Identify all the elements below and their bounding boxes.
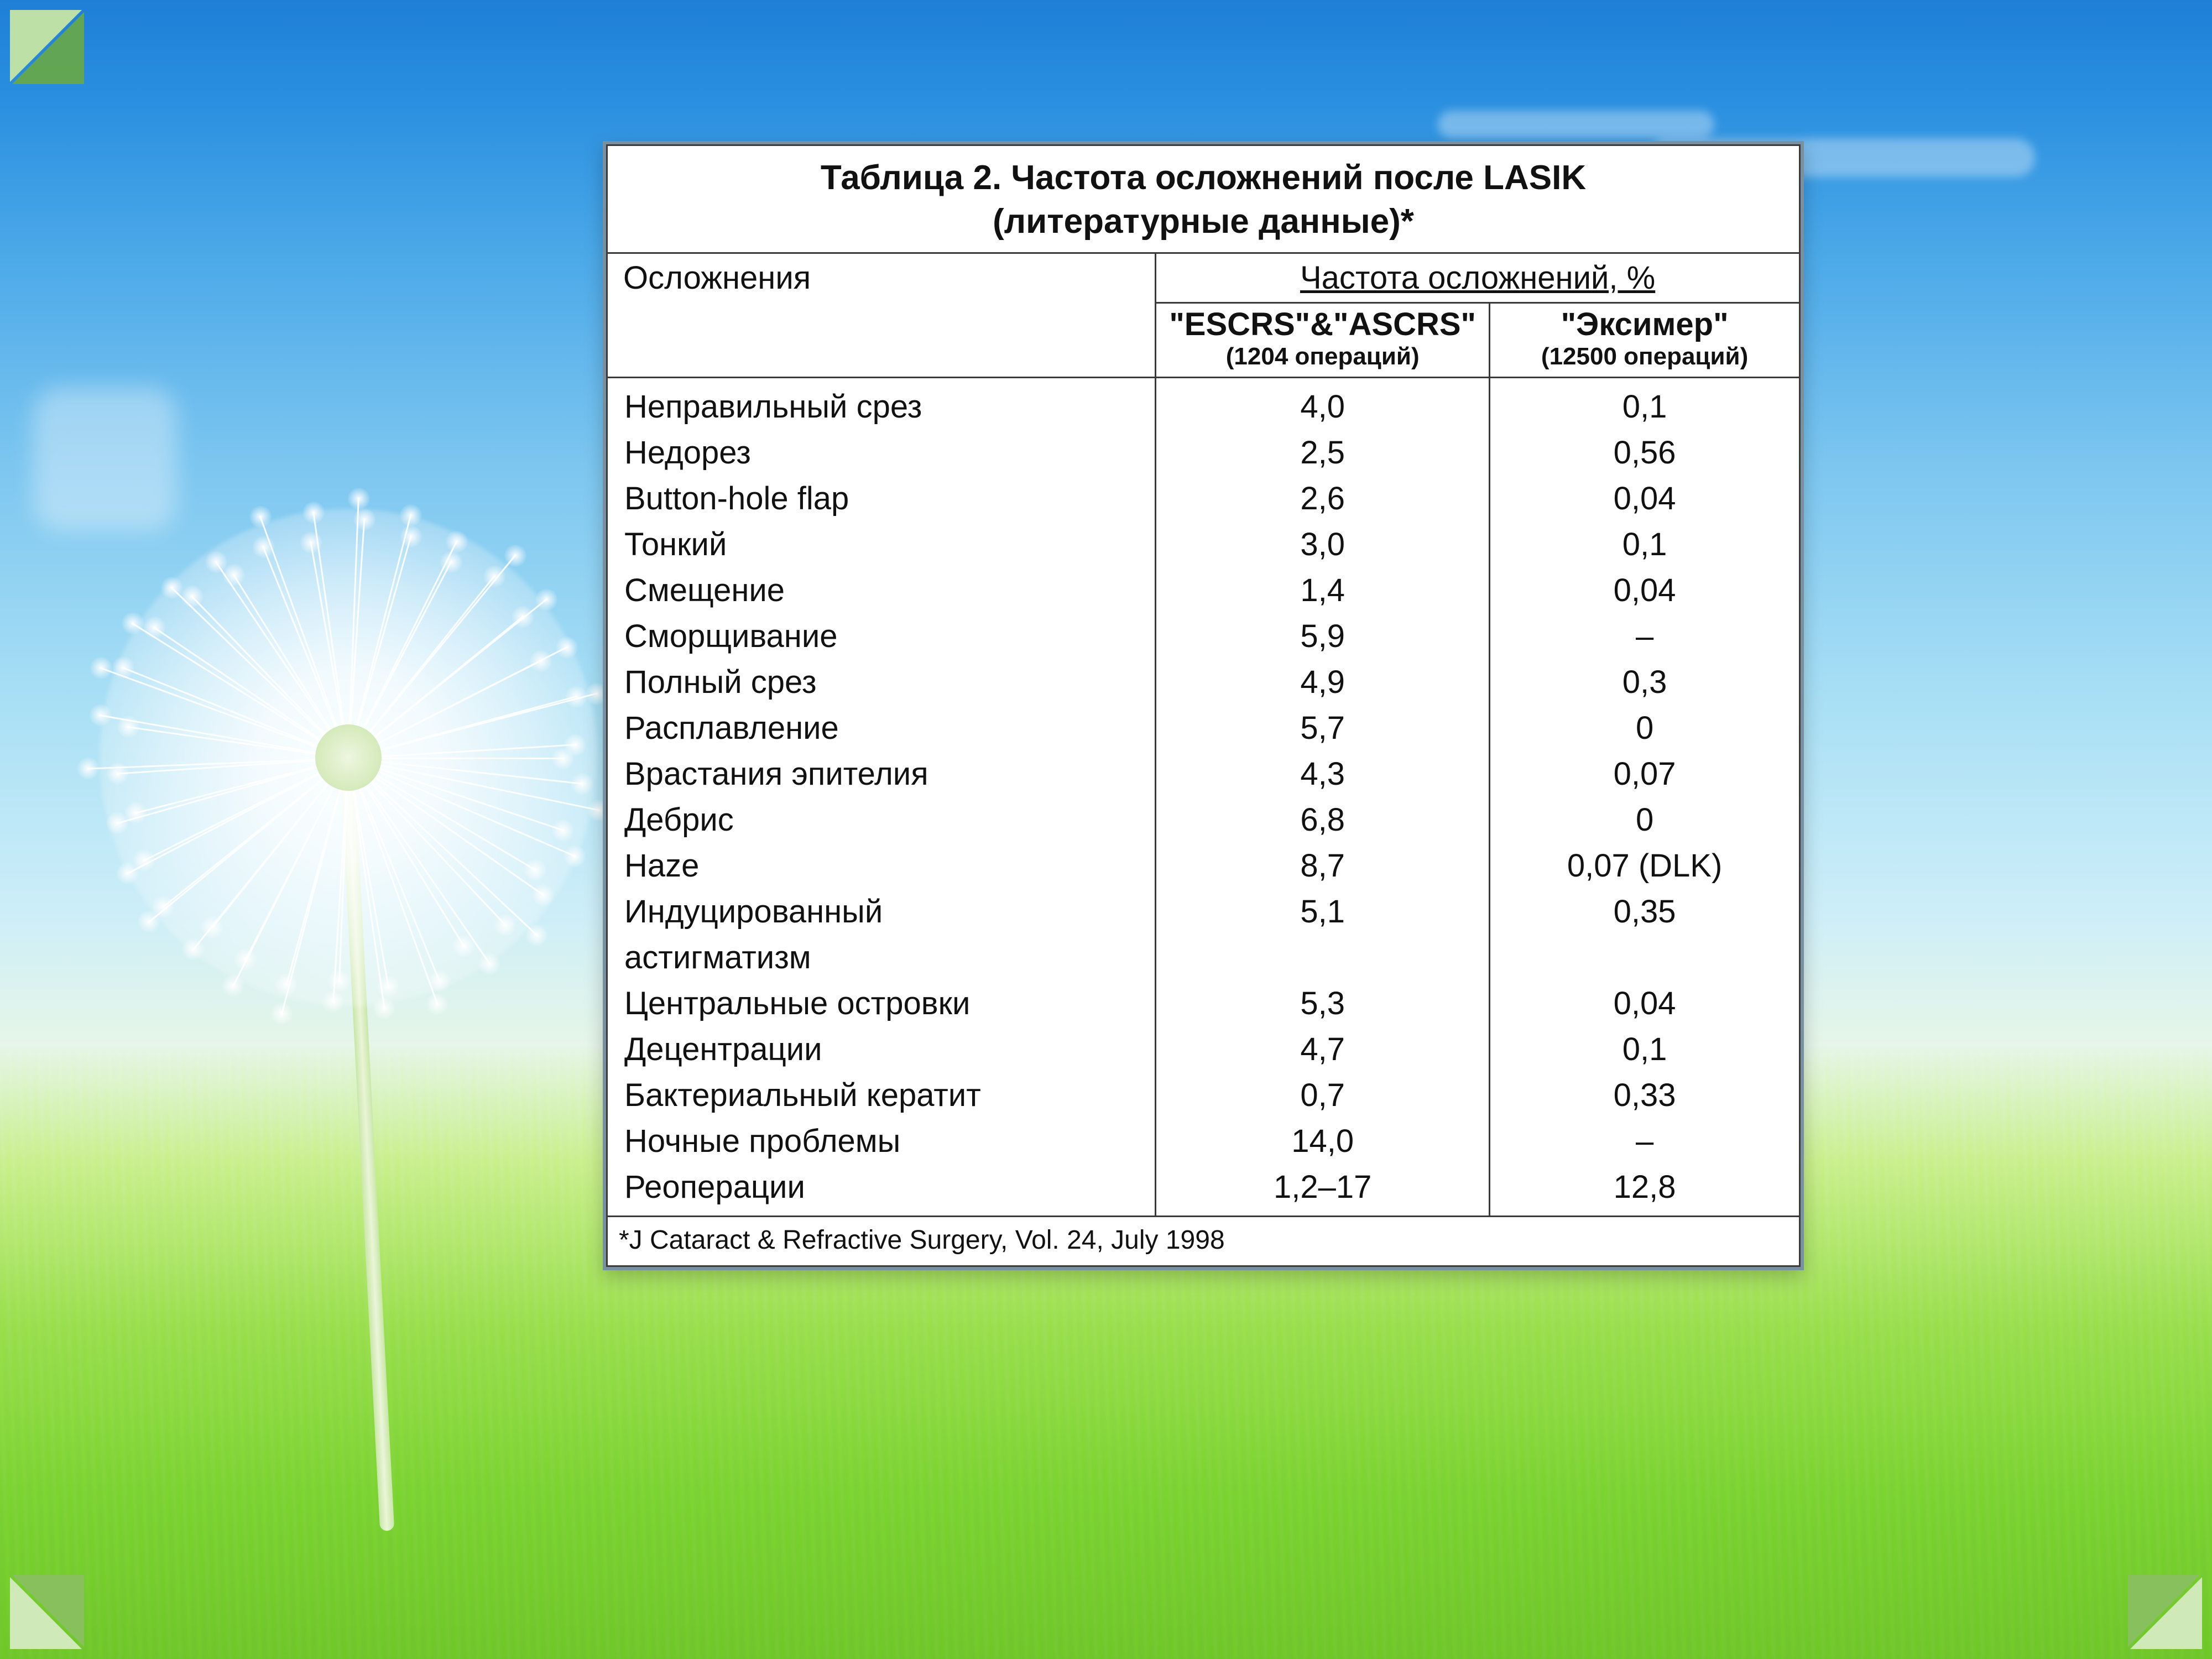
- slide: Таблица 2. Частота осложнений после LASI…: [0, 0, 2212, 1659]
- table-row: Расплавление5,70: [607, 705, 1800, 751]
- column-header-eximer-note: (12500 операций): [1496, 343, 1793, 370]
- table-row: Сморщивание5,9–: [607, 613, 1800, 659]
- complication-label: Дебрис: [607, 797, 1156, 843]
- value-eximer: 0,07 (DLK): [1490, 843, 1800, 889]
- column-header-complications: Осложнения: [607, 253, 1156, 378]
- value-eximer: 0: [1490, 705, 1800, 751]
- value-eximer: 0,1: [1490, 378, 1800, 430]
- complication-label: Расплавление: [607, 705, 1156, 751]
- column-header-frequency: Частота осложнений, %: [1156, 253, 1800, 303]
- complication-label: Центральные островки: [607, 980, 1156, 1026]
- complication-label: Реоперации: [607, 1164, 1156, 1217]
- value-eximer: 0,3: [1490, 659, 1800, 705]
- column-header-eximer: "Эксимер" (12500 операций): [1490, 303, 1800, 378]
- dandelion-graphic: [44, 453, 653, 1062]
- complication-label: Haze: [607, 843, 1156, 889]
- value-eximer: 0,04: [1490, 476, 1800, 521]
- table-row: Button-hole flap2,60,04: [607, 476, 1800, 521]
- table-row: Смещение1,40,04: [607, 567, 1800, 613]
- table-row: Ночные проблемы14,0–: [607, 1118, 1800, 1164]
- value-escrs: [1156, 935, 1490, 980]
- value-escrs: 4,0: [1156, 378, 1490, 430]
- corner-fold-icon: [10, 10, 82, 82]
- table-row: Децентрации4,70,1: [607, 1026, 1800, 1072]
- value-eximer: 0,04: [1490, 567, 1800, 613]
- value-eximer: 0,1: [1490, 1026, 1800, 1072]
- value-eximer: 0,07: [1490, 751, 1800, 797]
- value-eximer: 0,35: [1490, 889, 1800, 935]
- complication-label: Button-hole flap: [607, 476, 1156, 521]
- table-title: Таблица 2. Частота осложнений после LASI…: [607, 145, 1800, 202]
- value-eximer: 12,8: [1490, 1164, 1800, 1217]
- complications-table: Таблица 2. Частота осложнений после LASI…: [606, 144, 1801, 1267]
- column-header-escrs-note: (1204 операций): [1162, 343, 1483, 370]
- value-escrs: 2,5: [1156, 430, 1490, 476]
- value-eximer: –: [1490, 1118, 1800, 1164]
- value-eximer: 0: [1490, 797, 1800, 843]
- corner-fold-icon: [10, 1577, 82, 1649]
- complication-label: Бактериальный кератит: [607, 1072, 1156, 1118]
- table-row: Полный срез4,90,3: [607, 659, 1800, 705]
- complication-label: Тонкий: [607, 521, 1156, 567]
- table-row: Индуцированный5,10,35: [607, 889, 1800, 935]
- table-row: Врастания эпителия4,30,07: [607, 751, 1800, 797]
- value-escrs: 5,9: [1156, 613, 1490, 659]
- value-escrs: 4,3: [1156, 751, 1490, 797]
- value-eximer: 0,56: [1490, 430, 1800, 476]
- complication-label: Смещение: [607, 567, 1156, 613]
- table-row: Бактериальный кератит0,70,33: [607, 1072, 1800, 1118]
- value-escrs: 14,0: [1156, 1118, 1490, 1164]
- value-escrs: 1,4: [1156, 567, 1490, 613]
- table-row: Тонкий3,00,1: [607, 521, 1800, 567]
- value-escrs: 6,8: [1156, 797, 1490, 843]
- complication-label: Неправильный срез: [607, 378, 1156, 430]
- table-row: астигматизм: [607, 935, 1800, 980]
- complication-label: Ночные проблемы: [607, 1118, 1156, 1164]
- table-row: Недорез2,50,56: [607, 430, 1800, 476]
- value-escrs: 0,7: [1156, 1072, 1490, 1118]
- table-row: Haze8,70,07 (DLK): [607, 843, 1800, 889]
- table-panel: Таблица 2. Частота осложнений после LASI…: [603, 141, 1804, 1270]
- table-row: Неправильный срез4,00,1: [607, 378, 1800, 430]
- complication-label: Полный срез: [607, 659, 1156, 705]
- column-header-eximer-label: "Эксимер": [1561, 306, 1729, 342]
- value-eximer: 0,04: [1490, 980, 1800, 1026]
- value-escrs: 2,6: [1156, 476, 1490, 521]
- value-eximer: [1490, 935, 1800, 980]
- complication-label: Сморщивание: [607, 613, 1156, 659]
- value-eximer: 0,1: [1490, 521, 1800, 567]
- corner-fold-icon: [2130, 1577, 2202, 1649]
- column-header-escrs-label: "ESCRS"&"ASCRS": [1169, 306, 1476, 342]
- column-header-escrs: "ESCRS"&"ASCRS" (1204 операций): [1156, 303, 1490, 378]
- value-escrs: 4,7: [1156, 1026, 1490, 1072]
- value-escrs: 5,7: [1156, 705, 1490, 751]
- complication-label: Децентрации: [607, 1026, 1156, 1072]
- table-footnote: *J Cataract & Refractive Surgery, Vol. 2…: [607, 1217, 1800, 1266]
- value-escrs: 3,0: [1156, 521, 1490, 567]
- complication-label: Индуцированный: [607, 889, 1156, 935]
- complication-label: Врастания эпителия: [607, 751, 1156, 797]
- table-row: Дебрис6,80: [607, 797, 1800, 843]
- value-escrs: 8,7: [1156, 843, 1490, 889]
- cloud-decoration: [1438, 111, 1714, 138]
- value-eximer: –: [1490, 613, 1800, 659]
- complication-label: астигматизм: [607, 935, 1156, 980]
- value-escrs: 5,1: [1156, 889, 1490, 935]
- value-escrs: 4,9: [1156, 659, 1490, 705]
- column-header-frequency-text: Частота осложнений, %: [1300, 260, 1655, 296]
- table-subtitle: (литературные данные)*: [607, 202, 1800, 253]
- complication-label: Недорез: [607, 430, 1156, 476]
- cloud-decoration: [33, 387, 177, 531]
- value-escrs: 5,3: [1156, 980, 1490, 1026]
- value-escrs: 1,2–17: [1156, 1164, 1490, 1217]
- table-row: Центральные островки5,30,04: [607, 980, 1800, 1026]
- table-row: Реоперации1,2–1712,8: [607, 1164, 1800, 1217]
- value-eximer: 0,33: [1490, 1072, 1800, 1118]
